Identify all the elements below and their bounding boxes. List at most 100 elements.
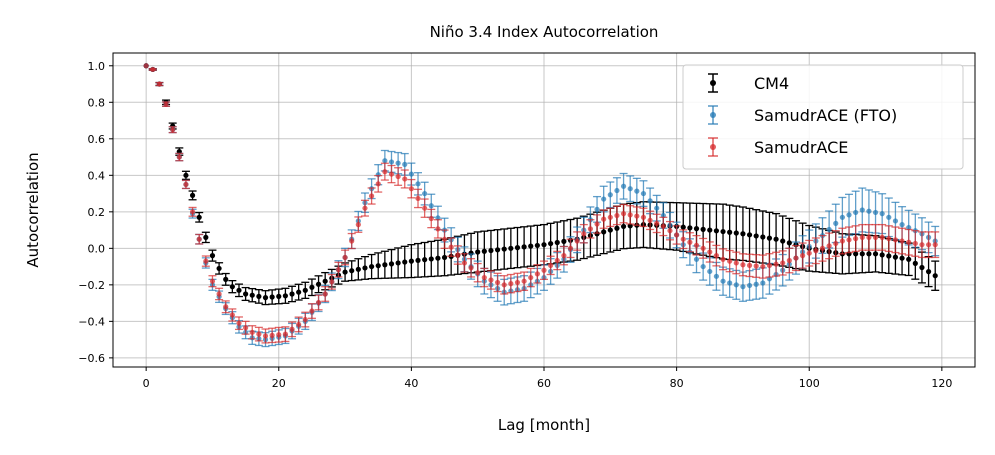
data-point [163,101,169,107]
data-point [236,320,242,326]
legend-label: CM4 [754,74,789,93]
data-point [713,228,720,234]
data-point [899,238,905,244]
data-point [574,238,580,244]
data-point [826,243,832,249]
data-point [899,255,905,261]
data-point [733,282,739,288]
data-point [813,248,819,254]
data-point [441,254,448,261]
data-point [395,260,401,266]
legend-marker-dot [710,112,716,118]
data-point [700,263,706,270]
data-point [587,226,594,232]
legend-marker-dot [710,80,716,86]
data-point [853,236,859,242]
data-point [886,236,892,242]
data-point [209,278,216,284]
data-point [607,192,613,198]
data-point [707,249,713,255]
data-point [494,247,501,253]
data-point [269,294,275,300]
data-point [601,196,607,202]
data-point [859,207,865,213]
data-point [229,312,235,318]
data-point [879,234,885,240]
data-point [720,256,726,262]
data-point [667,228,673,234]
data-point [309,308,315,314]
data-point [375,263,381,269]
data-point [634,213,640,219]
data-point [766,235,773,241]
data-point [156,81,163,87]
data-point [674,232,680,238]
axis-ticks: 0 20 40 60 80 100 120 −0.6 −0.4 −0.2 0.0 0.2 0.4 0.6 0… [78,60,952,390]
data-point [780,260,786,266]
data-point [435,255,441,261]
data-point [634,188,640,194]
data-point [203,234,209,240]
data-point [680,236,686,242]
data-point [740,262,746,268]
data-point [262,333,269,339]
data-point [170,127,176,133]
data-point [932,242,938,248]
data-point [720,278,726,284]
data-point [329,279,335,285]
data-point [435,226,441,232]
data-point [302,287,308,293]
data-point [793,255,799,261]
y-tick-label: 0.0 [88,242,106,255]
data-point [395,173,401,180]
data-point [760,280,766,286]
y-tick-label: 0.6 [88,133,106,146]
data-point [906,239,912,245]
data-point [601,216,607,222]
data-point [528,243,534,249]
data-point [925,242,932,248]
data-point [249,329,255,335]
data-point [859,251,865,257]
data-point [475,249,481,255]
data-point [349,238,355,244]
data-point [441,236,448,242]
data-point [282,293,288,299]
data-point [189,209,196,215]
legend: CM4 SamudrACE (FTO) SamudrACE [682,64,964,170]
data-point [415,257,421,263]
data-point [561,238,567,244]
data-point [620,223,627,230]
data-point [196,236,202,242]
data-point [362,205,368,211]
data-point [594,221,600,227]
data-point [872,251,879,257]
data-point [654,205,660,211]
data-point [786,257,792,264]
data-point [342,269,348,275]
data-point [733,260,739,266]
data-point [680,224,686,230]
data-point [687,225,693,231]
data-point [892,237,899,243]
data-point [369,263,375,270]
data-point [514,245,521,251]
data-point [846,212,852,218]
data-point [693,242,700,248]
data-point [388,171,395,177]
x-axis-label: Lag [month] [498,416,590,434]
data-point [243,291,249,297]
data-point [296,321,302,328]
data-point [349,268,355,274]
data-point [640,190,647,197]
data-point [892,254,899,260]
data-point [620,183,627,189]
y-axis-label: Autocorrelation [24,152,42,267]
data-point [362,265,368,271]
data-point [276,293,282,300]
x-tick-label: 40 [404,377,418,390]
data-point [687,239,693,245]
data-point [342,254,348,261]
data-point [733,230,739,236]
